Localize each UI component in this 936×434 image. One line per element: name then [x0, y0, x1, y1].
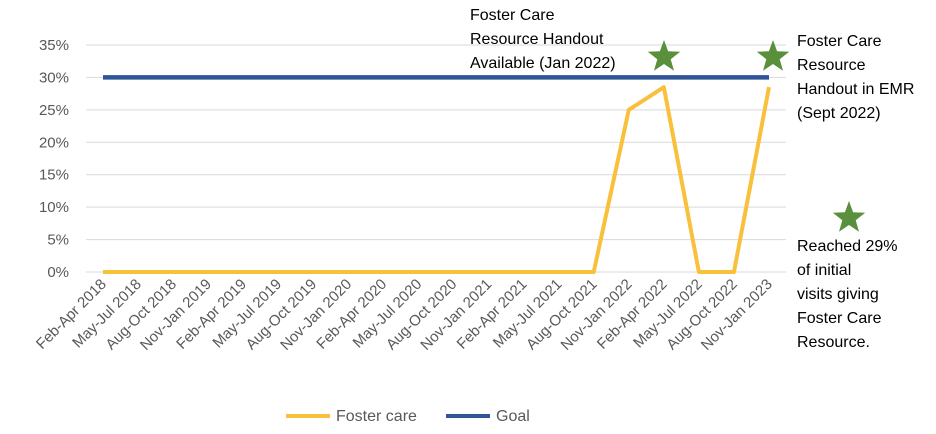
- series-line-foster-care: [103, 85, 771, 274]
- y-tick-label: 25%: [39, 102, 69, 119]
- legend-label-goal: Goal: [496, 408, 530, 425]
- annotation-line: Resource.: [797, 334, 870, 351]
- y-tick-label: 10%: [39, 199, 69, 216]
- annotation-line: Foster Care: [797, 310, 882, 327]
- annotation-line: Reached 29%: [797, 238, 898, 255]
- y-tick-label: 5%: [47, 232, 69, 249]
- y-axis-tick-labels: 0% 5% 10% 15% 20% 25% 30% 35%: [39, 37, 69, 281]
- annotation-line: of initial: [797, 262, 851, 279]
- milestone-star-icon: [756, 40, 790, 71]
- y-tick-label: 0%: [47, 264, 69, 281]
- y-tick-label: 20%: [39, 134, 69, 151]
- y-tick-label: 15%: [39, 167, 69, 184]
- annotation-line: Foster Care: [470, 7, 555, 24]
- milestone-star-icon: [832, 201, 866, 232]
- annotation-reached: Reached 29% of initial visits giving Fos…: [797, 238, 898, 351]
- legend: Foster care Goal: [286, 408, 530, 425]
- annotation-handout-emr: Foster Care Resource Handout in EMR (Sep…: [797, 33, 914, 122]
- annotation-handout-available: Foster Care Resource Handout Available (…: [470, 7, 616, 72]
- legend-label-foster-care: Foster care: [336, 408, 417, 425]
- series-lines: [103, 75, 771, 274]
- y-tick-label: 30%: [39, 69, 69, 86]
- y-tick-label: 35%: [39, 37, 69, 54]
- annotation-line: Resource Handout: [470, 31, 604, 48]
- milestone-star-icon: [647, 40, 681, 71]
- annotation-line: Available (Jan 2022): [470, 55, 616, 72]
- annotation-line: visits giving: [797, 286, 879, 303]
- annotation-line: Resource: [797, 57, 866, 74]
- annotation-line: Handout in EMR: [797, 81, 914, 98]
- annotation-line: Foster Care: [797, 33, 882, 50]
- annotation-line: (Sept 2022): [797, 105, 881, 122]
